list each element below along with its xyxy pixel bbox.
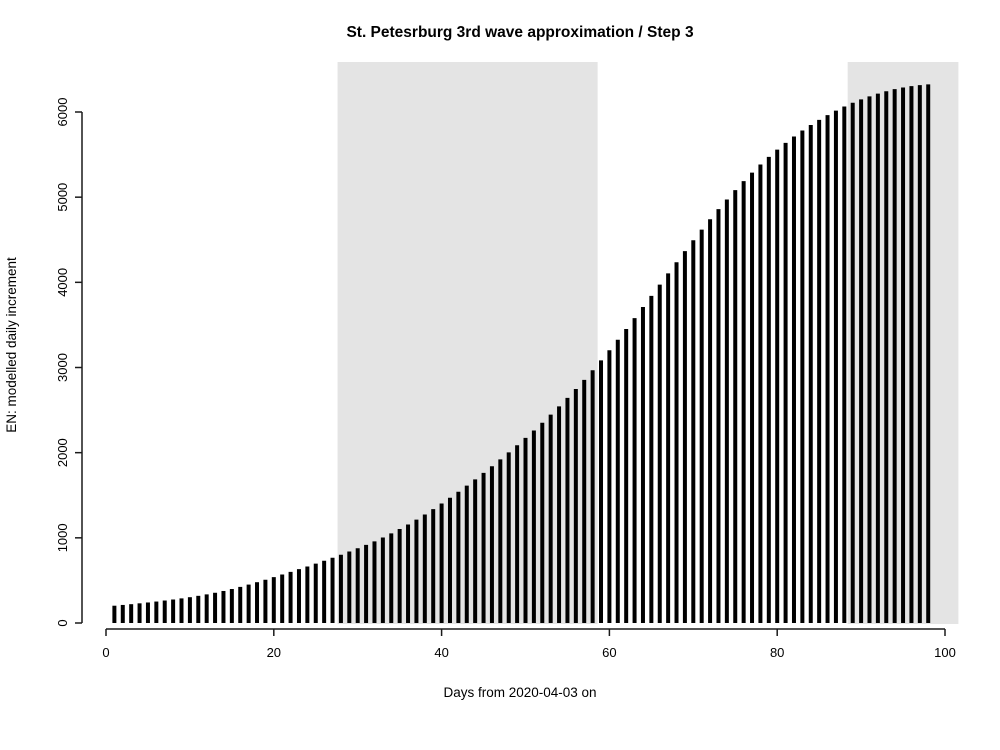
x-tick-label: 40 — [434, 645, 448, 660]
x-tick-label: 20 — [267, 645, 281, 660]
y-axis: 0 1000 2000 3000 4000 5000 6000 — [55, 98, 83, 627]
y-tick-label: 2000 — [55, 438, 70, 467]
x-tick-label: 60 — [602, 645, 616, 660]
y-tick-label: 5000 — [55, 183, 70, 212]
x-tick-label: 100 — [934, 645, 956, 660]
shaded-regions-layer — [337, 62, 959, 624]
y-tick-label: 6000 — [55, 98, 70, 127]
y-tick-label: 4000 — [55, 268, 70, 297]
y-tick-label: 0 — [55, 619, 70, 626]
bars-layer — [112, 84, 931, 623]
x-axis-label: Days from 2020-04-03 on — [443, 685, 596, 700]
x-tick-label: 80 — [770, 645, 784, 660]
x-axis: 0 20 40 60 80 100 — [102, 628, 956, 660]
y-tick-label: 1000 — [55, 523, 70, 552]
x-tick-label: 0 — [102, 645, 109, 660]
y-tick-label: 3000 — [55, 353, 70, 382]
chart-title: St. Petesrburg 3rd wave approximation / … — [346, 24, 694, 41]
y-axis-label: EN: modelled daily increment — [4, 257, 19, 433]
